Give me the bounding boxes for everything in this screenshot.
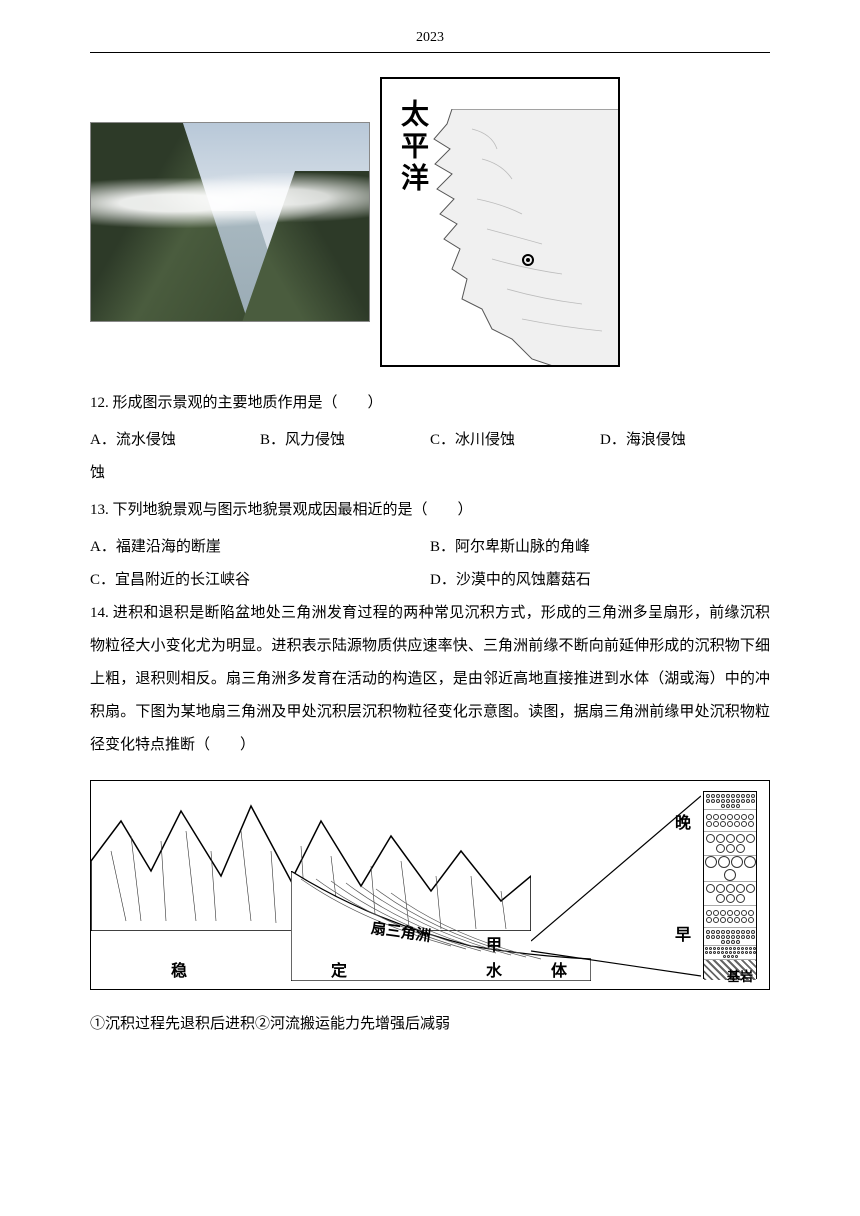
map-ocean-label: 太平洋 (392, 99, 432, 195)
q14-sub-options: ①沉积过程先退积后进积②河流搬运能力先增强后减弱 (90, 1008, 770, 1041)
q14-stem: 14. 进积和退积是断陷盆地处三角洲发育过程的两种常见沉积方式，形成的三角洲多呈… (90, 597, 770, 762)
fig2-label-early: 早 (675, 921, 691, 945)
q12-options: A．流水侵蚀 B．风力侵蚀 C．冰川侵蚀 D．海浪侵蚀 (90, 424, 770, 457)
fig2-label-body: 体 (551, 957, 567, 981)
q13-stem: 13. 下列地貌景观与图示地貌景观成因最相近的是（ ） (90, 494, 770, 527)
fig2-label-late: 晚 (675, 809, 691, 833)
map-marker-icon (522, 254, 534, 266)
fig2-label-water: 水 (486, 957, 502, 981)
q12-opt-d: D．海浪侵蚀 (600, 424, 770, 457)
page-header: 2023 (90, 30, 770, 53)
fig2-label-stable: 稳 定 (171, 957, 371, 981)
figure-1: 太平洋 (90, 77, 770, 367)
figure-2: 稳 定 扇三角洲 甲 水 体 晚 早 基岩 (90, 780, 770, 990)
q13-options: A．福建沿海的断崖 B．阿尔卑斯山脉的角峰 C．宜昌附近的长江峡谷 D．沙漠中的… (90, 531, 770, 597)
location-map: 太平洋 (380, 77, 620, 367)
header-year: 2023 (416, 30, 444, 45)
fig2-sediment-column (703, 791, 757, 979)
fig2-label-bedrock: 基岩 (727, 966, 753, 985)
q12-tail: 蚀 (90, 457, 770, 490)
q13-opt-c: C．宜昌附近的长江峡谷 (90, 564, 430, 597)
q13-opt-d: D．沙漠中的风蚀蘑菇石 (430, 564, 770, 597)
map-landmass (432, 109, 620, 367)
q12-opt-b: B．风力侵蚀 (260, 424, 430, 457)
q13-opt-a: A．福建沿海的断崖 (90, 531, 430, 564)
fjord-photo (90, 122, 370, 322)
fig2-label-jia: 甲 (486, 931, 502, 955)
q12-opt-c: C．冰川侵蚀 (430, 424, 600, 457)
q12-stem: 12. 形成图示景观的主要地质作用是（ ） (90, 387, 770, 420)
q12-opt-a: A．流水侵蚀 (90, 424, 260, 457)
q13-opt-b: B．阿尔卑斯山脉的角峰 (430, 531, 770, 564)
